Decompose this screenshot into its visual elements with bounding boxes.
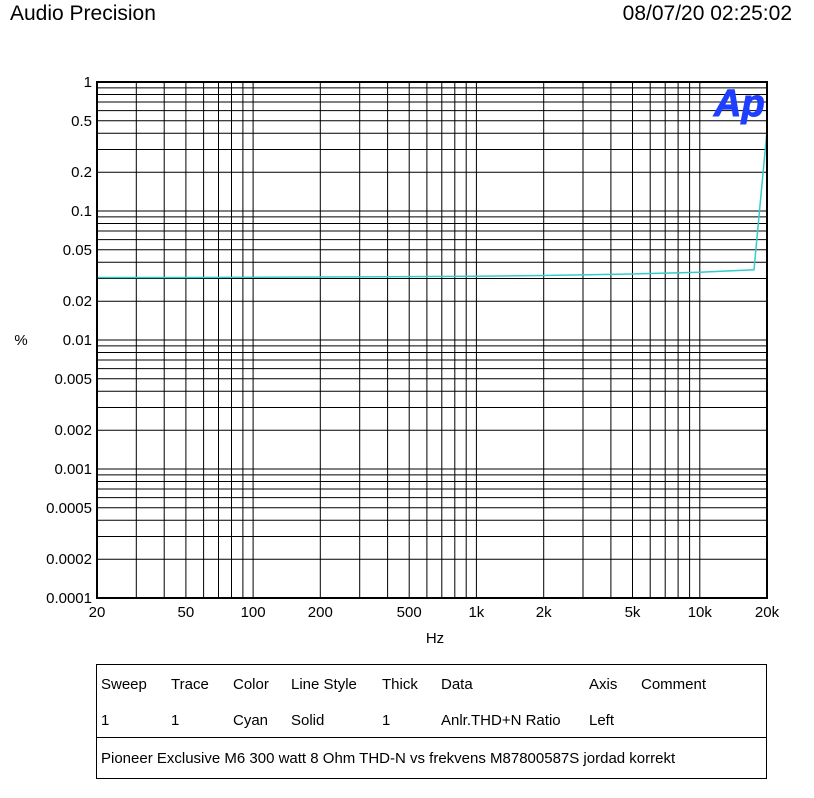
y-tick-label: 0.005 — [54, 371, 92, 388]
y-axis-label: % — [14, 332, 27, 349]
x-tick-label: 1k — [468, 604, 484, 621]
header-line-style: Line Style — [291, 675, 357, 693]
legend-data-row: 1 1 Cyan Solid 1 Anlr.THD+N Ratio Left — [97, 703, 767, 738]
y-tick-label: 0.001 — [54, 461, 92, 478]
y-tick-label: 1 — [84, 74, 92, 91]
plot-frame — [96, 81, 768, 599]
x-tick-label: 20 — [89, 604, 106, 621]
y-tick-label: 0.0005 — [46, 500, 92, 517]
legend-comment-row: Pioneer Exclusive M6 300 watt 8 Ohm THD-… — [96, 737, 767, 779]
cell-comment — [641, 703, 767, 738]
series-line — [97, 130, 768, 279]
legend-table: Sweep Trace Color Line Style Thick Data … — [96, 664, 767, 779]
header-data: Data — [441, 675, 473, 693]
thd-plot: 20 50 100 200 500 1k 2k 5k 10k 20k 1 0.5 0.2 0.1 0.05 0… — [14, 74, 779, 647]
comment-line: Pioneer Exclusive M6 300 watt 8 Ohm THD-… — [96, 737, 767, 779]
x-tick-label: 5k — [625, 604, 641, 621]
cell-sweep: 1 — [101, 711, 110, 729]
x-tick-label: 200 — [308, 604, 333, 621]
cell-thick: 1 — [382, 711, 391, 729]
x-tick-label: 500 — [397, 604, 422, 621]
app-title: Audio Precision — [10, 2, 156, 25]
x-axis-label: Hz — [426, 630, 444, 647]
ap-logo-text: Ap — [713, 83, 765, 125]
y-tick-label: 0.01 — [63, 332, 92, 349]
series-layer — [97, 130, 768, 279]
cell-trace: 1 — [171, 711, 180, 729]
y-tick-label: 0.05 — [63, 242, 92, 259]
x-tick-label: 20k — [755, 604, 780, 621]
x-tick-label: 10k — [688, 604, 713, 621]
tick-labels: 20 50 100 200 500 1k 2k 5k 10k 20k 1 0.5 0.2 0.1 0.05 0… — [46, 74, 779, 621]
x-tick-label: 50 — [178, 604, 195, 621]
header-comment: Comment — [641, 675, 707, 693]
y-tick-label: 0.2 — [71, 164, 92, 181]
header-thick: Thick — [382, 675, 418, 693]
cell-axis: Left — [589, 711, 615, 729]
ap-logo: Ap — [713, 83, 766, 126]
timestamp: 08/07/20 02:25:02 — [622, 2, 792, 25]
cell-data: Anlr.THD+N Ratio — [441, 711, 561, 729]
y-tick-label: 0.002 — [54, 422, 92, 439]
y-tick-label: 0.1 — [71, 203, 92, 220]
legend-header-row: Sweep Trace Color Line Style Thick Data … — [97, 665, 767, 704]
x-tick-label: 100 — [241, 604, 266, 621]
cell-line-style: Solid — [291, 711, 325, 729]
header-color: Color — [233, 675, 269, 693]
cell-color: Cyan — [233, 711, 269, 729]
x-tick-label: 2k — [536, 604, 552, 621]
y-tick-label: 0.5 — [71, 113, 92, 130]
y-tick-label: 0.0001 — [46, 590, 92, 607]
grid-lines — [96, 81, 768, 599]
header-trace: Trace — [171, 675, 209, 693]
y-tick-label: 0.02 — [63, 293, 92, 310]
header-sweep: Sweep — [101, 675, 147, 693]
header-axis: Axis — [589, 675, 618, 693]
y-tick-label: 0.0002 — [46, 551, 92, 568]
